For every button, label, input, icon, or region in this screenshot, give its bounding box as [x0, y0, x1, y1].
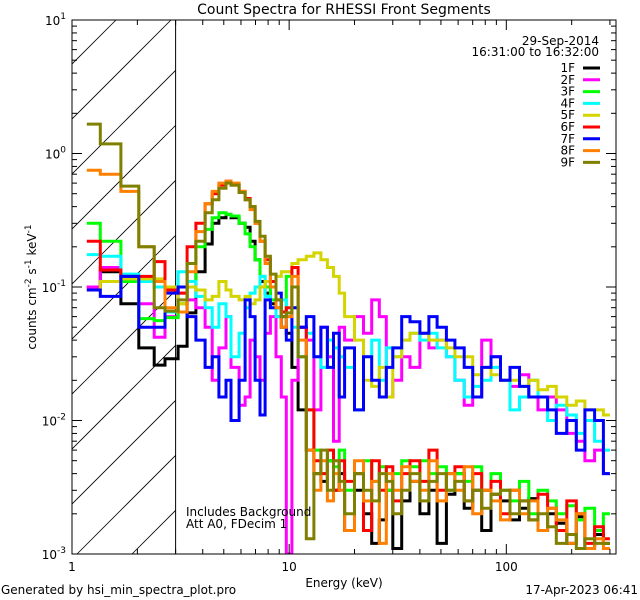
y-tick-exponent: -1: [57, 279, 66, 289]
y-tick-base: 10: [45, 148, 60, 162]
y-tick-label: 10-2: [42, 413, 66, 429]
axis-ticks: [71, 20, 616, 555]
y-label-part: counts cm: [25, 287, 39, 349]
y-tick-label: 10-1: [42, 279, 66, 295]
y-tick-label: 10-3: [42, 546, 66, 562]
y-tick-base: 10: [42, 415, 57, 429]
legend-label-5F: 5F: [560, 108, 575, 122]
y-tick-exponent: -2: [57, 413, 66, 423]
y-label-part: keV: [25, 233, 39, 260]
y-tick-exponent: -3: [57, 546, 66, 556]
legend-label-2F: 2F: [560, 73, 575, 87]
x-tick-label: 10: [282, 560, 297, 574]
chart-title: Count Spectra for RHESSI Front Segments: [197, 2, 491, 18]
y-tick-label: 101: [45, 12, 66, 28]
y-tick-label: 100: [45, 146, 66, 162]
annotation-background: Includes Background: [186, 505, 311, 519]
footer-generated-by: Generated by hsi_min_spectra_plot.pro: [1, 583, 236, 597]
legend-label-7F: 7F: [560, 132, 575, 146]
legend-label-8F: 8F: [560, 144, 575, 158]
x-tick-label: 100: [495, 560, 518, 574]
y-tick-base: 10: [42, 548, 57, 562]
series-3F: [86, 211, 610, 532]
hatch-line: [76, 454, 176, 554]
hatch-line: [72, 20, 172, 120]
legend-time-range: 16:31:00 to 16:32:00: [472, 45, 599, 59]
y-tick-base: 10: [42, 281, 57, 295]
hatch-line: [72, 399, 176, 505]
hatch-line: [72, 69, 176, 175]
y-label-exp: -2: [24, 278, 34, 287]
legend-label-6F: 6F: [560, 120, 575, 134]
x-tick-labels: 1 10 100: [68, 560, 518, 574]
legend-label-9F: 9F: [560, 155, 575, 169]
legend-label-3F: 3F: [560, 85, 575, 99]
hatched-region: [72, 20, 176, 554]
legend-label-4F: 4F: [560, 96, 575, 110]
legend-label-1F: 1F: [560, 61, 575, 75]
series-group: [86, 122, 610, 554]
y-tick-exponent: 0: [60, 146, 66, 156]
footer-timestamp: 17-Apr-2023 06:41: [525, 583, 638, 597]
series-7F: [86, 274, 610, 476]
y-label-exp: -1: [24, 224, 34, 233]
hatch-line: [72, 234, 176, 340]
y-label-exp: -1: [24, 259, 34, 268]
y-label-part: s: [25, 268, 39, 278]
x-tick-label: 1: [68, 560, 76, 574]
y-axis-label: counts cm-2 s-1 keV-1: [24, 224, 39, 349]
y-tick-exponent: 1: [60, 12, 66, 22]
legend-date: 29-Sep-2014: [522, 34, 599, 48]
x-axis-label: Energy (keV): [305, 576, 382, 590]
y-tick-base: 10: [45, 14, 60, 28]
series-9F: [86, 122, 610, 550]
annotation-attenuator: Att A0, FDecim 1: [186, 517, 287, 531]
